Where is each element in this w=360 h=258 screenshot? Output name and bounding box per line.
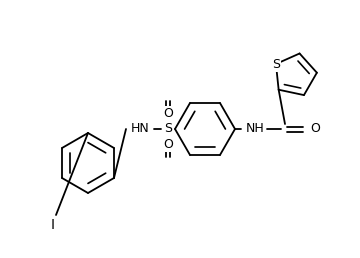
Text: S: S bbox=[164, 123, 172, 135]
Text: HN: HN bbox=[131, 123, 149, 135]
Text: NH: NH bbox=[246, 123, 264, 135]
Text: O: O bbox=[310, 123, 320, 135]
Text: O: O bbox=[163, 138, 173, 151]
Text: I: I bbox=[51, 218, 55, 232]
Text: O: O bbox=[163, 107, 173, 120]
Text: S: S bbox=[272, 58, 280, 70]
